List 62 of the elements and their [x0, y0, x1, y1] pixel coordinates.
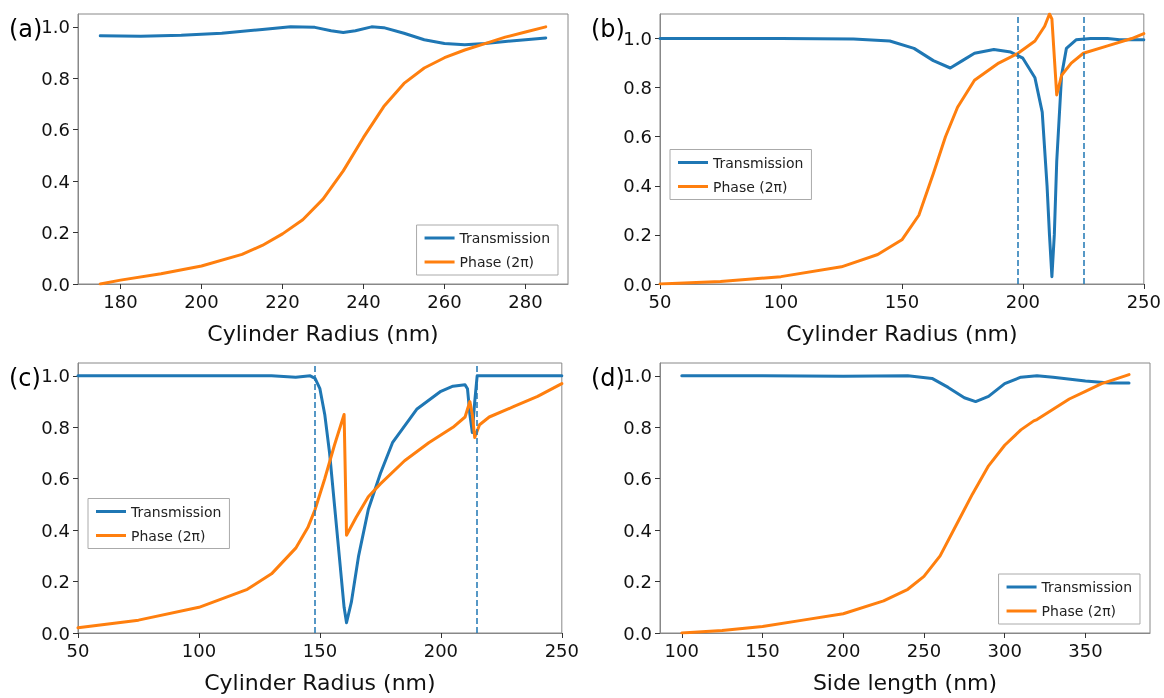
- x-axis-title: Cylinder Radius (nm): [786, 320, 1018, 346]
- x-tick-label: 200: [826, 639, 861, 661]
- y-tick-label: 0.6: [623, 126, 652, 148]
- x-tick-label: 280: [508, 290, 543, 312]
- legend-label: Transmission: [712, 154, 804, 171]
- y-tick-label: 1.0: [623, 28, 652, 50]
- x-tick-label: 200: [1005, 290, 1041, 312]
- y-tick-label: 0.0: [41, 273, 70, 295]
- x-tick-label: 350: [1068, 639, 1103, 661]
- x-tick-label: 260: [427, 290, 462, 312]
- y-tick-label: 0.4: [623, 175, 652, 197]
- legend-label: Phase (2π): [713, 178, 788, 195]
- x-axis-title: Side length (nm): [812, 669, 998, 695]
- y-tick-label: 1.0: [623, 365, 652, 387]
- legend-label: Phase (2π): [459, 254, 535, 270]
- x-tick-label: 300: [987, 639, 1022, 661]
- x-axis-title: Cylinder Radius (nm): [204, 669, 436, 695]
- y-tick-label: 1.0: [41, 16, 70, 38]
- y-tick-label: 0.2: [41, 571, 70, 593]
- x-tick-label: 250: [1126, 290, 1161, 312]
- y-tick-label: 0.8: [41, 67, 70, 89]
- x-axis-title: Cylinder Radius (nm): [207, 320, 439, 346]
- y-tick-label: 0.4: [41, 170, 70, 192]
- y-tick-label: 0.2: [41, 222, 70, 244]
- y-tick-label: 0.6: [41, 119, 70, 141]
- x-tick-label: 100: [763, 290, 799, 312]
- y-tick-label: 1.0: [41, 365, 70, 387]
- y-tick-label: 0.4: [41, 519, 70, 541]
- legend-label: Transmission: [1040, 579, 1133, 595]
- x-tick-label: 150: [884, 290, 920, 312]
- line-series: [680, 374, 1131, 404]
- chart-title: (a): [9, 15, 43, 43]
- line-series: [680, 373, 1131, 635]
- x-tick-label: 240: [346, 290, 381, 312]
- y-tick-label: 0.8: [623, 77, 652, 99]
- y-tick-label: 0.0: [623, 622, 652, 644]
- legend-label: Transmission: [130, 503, 222, 520]
- legend-label: Phase (2π): [131, 527, 206, 544]
- x-tick-label: 100: [181, 639, 217, 661]
- y-tick-label: 0.2: [623, 224, 652, 246]
- x-tick-label: 200: [184, 290, 219, 312]
- y-tick-label: 0.8: [623, 416, 652, 438]
- chart-title: (c): [9, 364, 41, 392]
- line-series: [98, 25, 548, 47]
- x-tick-label: 220: [265, 290, 300, 312]
- legend-label: Transmission: [458, 230, 551, 246]
- y-tick-label: 0.6: [623, 468, 652, 490]
- legend-label: Phase (2π): [1041, 603, 1117, 619]
- x-tick-label: 150: [302, 639, 338, 661]
- y-tick-label: 0.8: [41, 416, 70, 438]
- y-tick-label: 0.2: [623, 571, 652, 593]
- x-tick-label: 250: [906, 639, 942, 661]
- x-tick-label: 250: [544, 639, 579, 661]
- y-tick-label: 0.6: [41, 468, 70, 490]
- chart-title: (d): [591, 364, 625, 392]
- x-tick-label: 100: [664, 639, 699, 661]
- x-tick-label: 180: [103, 290, 138, 312]
- x-tick-label: 200: [423, 639, 459, 661]
- y-tick-label: 0.4: [623, 519, 652, 541]
- x-tick-label: 150: [745, 639, 780, 661]
- line-series: [98, 25, 548, 286]
- chart-title: (b): [591, 15, 625, 43]
